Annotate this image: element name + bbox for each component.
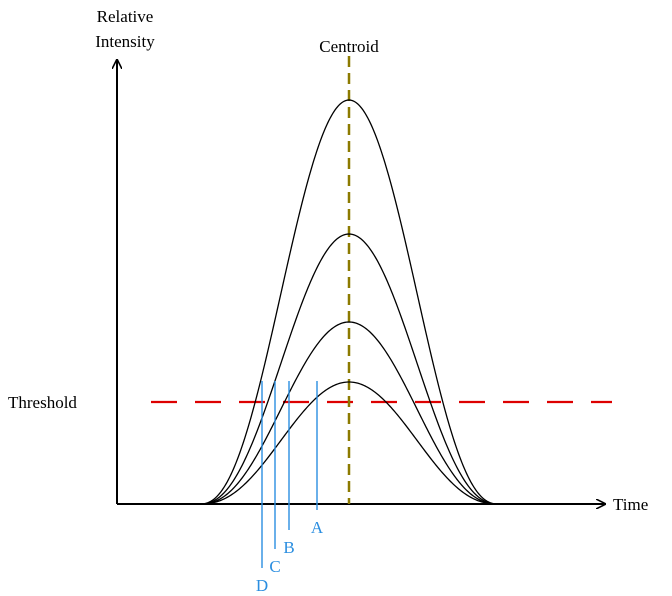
threshold-label: Threshold bbox=[8, 393, 77, 412]
marker-label-d: D bbox=[256, 576, 268, 595]
pulse-curve-small bbox=[199, 381, 499, 505]
marker-label-b: B bbox=[283, 538, 294, 557]
pulse-curves bbox=[199, 99, 499, 505]
pulse-curve-medium bbox=[199, 321, 499, 505]
x-axis-label: Time bbox=[613, 495, 648, 514]
pulse-curve-large bbox=[199, 233, 499, 505]
marker-label-c: C bbox=[269, 557, 280, 576]
pulse-curve-largest bbox=[199, 99, 499, 505]
centroid-label: Centroid bbox=[319, 37, 379, 56]
y-axis-label-line2: Intensity bbox=[95, 32, 155, 51]
marker-label-a: A bbox=[311, 518, 324, 537]
axes bbox=[117, 60, 605, 504]
y-axis-label-line1: Relative bbox=[97, 7, 154, 26]
